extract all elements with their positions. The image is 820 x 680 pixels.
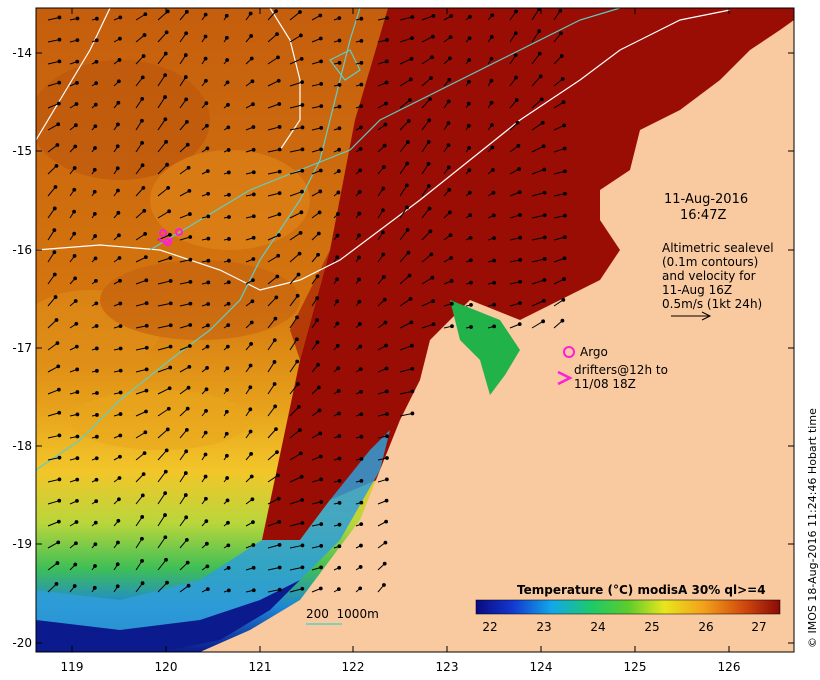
altimetry-note-line: 11-Aug 16Z <box>662 283 733 297</box>
colorbar-tick: 22 <box>482 620 498 634</box>
y-tick-label: -14 <box>12 46 32 60</box>
velocity-scale-arrow <box>671 311 712 321</box>
credit-text: © IMOS 18-Aug-2016 11:24:46 Hobart time <box>806 408 819 648</box>
drifter-marker <box>557 370 573 386</box>
map-date: 11-Aug-2016 <box>664 192 749 207</box>
altimetry-note-line: and velocity for <box>662 269 756 283</box>
depth-legend-label: 200 1000m <box>306 607 379 621</box>
y-tick-label: -17 <box>12 341 32 355</box>
colorbar-tick: 26 <box>698 620 714 634</box>
altimetry-note-line: 0.5m/s (1kt 24h) <box>662 297 763 311</box>
y-tick-label: -15 <box>12 144 32 158</box>
drifter-label-date: 11/08 18Z <box>574 377 636 391</box>
drifter-label: drifters@12h to <box>574 363 668 377</box>
sea-hot-west <box>290 250 330 360</box>
colorbar-title: Temperature (°C) modisA 30% ql>=4 <box>517 583 766 597</box>
argo-marker <box>563 346 575 358</box>
velocity-arrows <box>47 8 567 593</box>
y-tick-label: -16 <box>12 243 32 257</box>
sealevel-contours <box>36 8 731 291</box>
altimetry-note-line: Altimetric sealevel <box>662 241 774 255</box>
y-tick-label: -20 <box>12 636 32 650</box>
isobath-contours <box>36 8 621 471</box>
colorbar-tick: 24 <box>590 620 606 634</box>
x-tick-label: 120 <box>154 660 178 674</box>
x-tick-label: 125 <box>623 660 647 674</box>
y-tick-label: -18 <box>12 439 32 453</box>
map-time: 16:47Z <box>680 208 727 223</box>
x-tick-label: 124 <box>529 660 553 674</box>
colorbar-tick: 27 <box>751 620 767 634</box>
argo-label: Argo <box>580 345 608 359</box>
colorbar <box>475 599 781 615</box>
colorbar-tick: 25 <box>644 620 660 634</box>
x-tick-label: 119 <box>60 660 84 674</box>
gulf-inlet <box>450 300 520 395</box>
altimetry-note-line: (0.1m contours) <box>662 255 759 269</box>
y-tick-label: -19 <box>12 537 32 551</box>
axis-ticks <box>36 8 794 652</box>
plot-frame <box>35 7 795 653</box>
colorbar-tick: 23 <box>536 620 552 634</box>
x-tick-label: 121 <box>248 660 272 674</box>
x-tick-label: 122 <box>341 660 365 674</box>
map-markers <box>157 228 183 246</box>
x-tick-label: 123 <box>435 660 459 674</box>
x-tick-label: 126 <box>717 660 741 674</box>
sea-deep-blue <box>36 580 300 652</box>
